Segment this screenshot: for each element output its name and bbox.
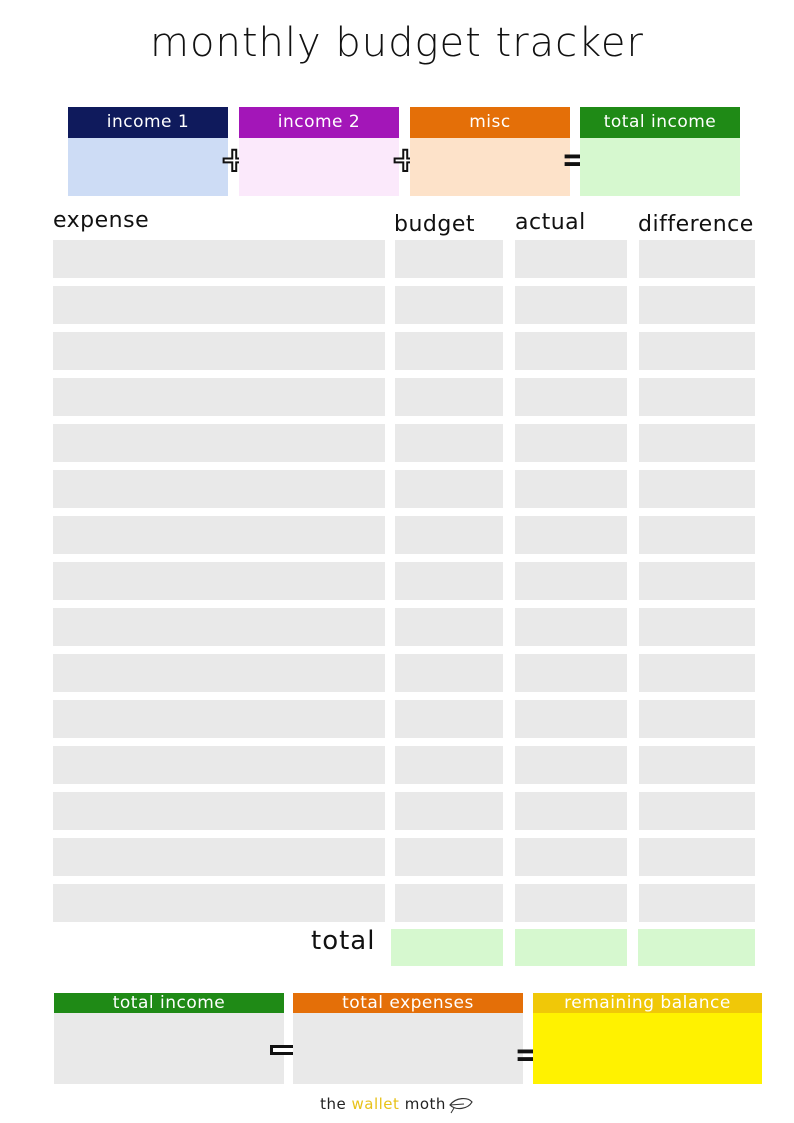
expense-field[interactable] bbox=[53, 700, 385, 738]
expense-field[interactable] bbox=[53, 562, 385, 600]
budget-field[interactable] bbox=[395, 746, 503, 784]
page-title: monthly budget tracker bbox=[150, 20, 644, 66]
expense-field[interactable] bbox=[53, 654, 385, 692]
budget-field[interactable] bbox=[395, 286, 503, 324]
misc-field[interactable] bbox=[410, 138, 570, 196]
difference-field[interactable] bbox=[639, 608, 755, 646]
income-1-field[interactable] bbox=[68, 138, 228, 196]
difference-field[interactable] bbox=[639, 746, 755, 784]
actual-field[interactable] bbox=[515, 792, 627, 830]
income-2-field[interactable] bbox=[239, 138, 399, 196]
summary-total-income-box: total income bbox=[54, 993, 284, 1084]
budget-header: budget bbox=[394, 212, 475, 237]
summary-total-income-field[interactable] bbox=[54, 1013, 284, 1084]
income-2-box: income 2 bbox=[239, 107, 399, 196]
actual-header: actual bbox=[515, 210, 586, 235]
budget-field[interactable] bbox=[395, 884, 503, 922]
difference-field[interactable] bbox=[639, 378, 755, 416]
difference-field[interactable] bbox=[639, 286, 755, 324]
actual-field[interactable] bbox=[515, 240, 627, 278]
difference-field[interactable] bbox=[639, 700, 755, 738]
budget-field[interactable] bbox=[395, 240, 503, 278]
difference-field[interactable] bbox=[639, 240, 755, 278]
footer-the: the bbox=[320, 1095, 347, 1113]
budget-field[interactable] bbox=[395, 700, 503, 738]
difference-field[interactable] bbox=[639, 884, 755, 922]
expense-header: expense bbox=[53, 208, 150, 233]
expense-field[interactable] bbox=[53, 792, 385, 830]
income-1-label: income 1 bbox=[68, 107, 228, 138]
expense-field[interactable] bbox=[53, 470, 385, 508]
expense-field[interactable] bbox=[53, 424, 385, 462]
difference-field[interactable] bbox=[639, 562, 755, 600]
actual-field[interactable] bbox=[515, 378, 627, 416]
budget-field[interactable] bbox=[395, 424, 503, 462]
misc-box: misc bbox=[410, 107, 570, 196]
budget-field[interactable] bbox=[395, 792, 503, 830]
budget-field[interactable] bbox=[395, 608, 503, 646]
summary-remaining-balance-box: remaining balance bbox=[533, 993, 762, 1084]
budget-field[interactable] bbox=[395, 378, 503, 416]
total-label: total bbox=[311, 926, 376, 956]
footer-moth: moth bbox=[404, 1095, 446, 1113]
expense-field[interactable] bbox=[53, 378, 385, 416]
expense-field[interactable] bbox=[53, 746, 385, 784]
difference-field[interactable] bbox=[639, 654, 755, 692]
summary-remaining-balance-label: remaining balance bbox=[533, 993, 762, 1013]
difference-field[interactable] bbox=[639, 332, 755, 370]
budget-field[interactable] bbox=[395, 470, 503, 508]
difference-field[interactable] bbox=[639, 424, 755, 462]
budget-field[interactable] bbox=[395, 838, 503, 876]
actual-field[interactable] bbox=[515, 516, 627, 554]
expense-field[interactable] bbox=[53, 332, 385, 370]
expense-field[interactable] bbox=[53, 516, 385, 554]
summary-total-income-label: total income bbox=[54, 993, 284, 1013]
moth-leaf-icon bbox=[449, 1097, 473, 1113]
budget-field[interactable] bbox=[395, 654, 503, 692]
budget-field[interactable] bbox=[395, 562, 503, 600]
difference-field[interactable] bbox=[639, 516, 755, 554]
difference-field[interactable] bbox=[639, 470, 755, 508]
actual-field[interactable] bbox=[515, 838, 627, 876]
actual-field[interactable] bbox=[515, 424, 627, 462]
expense-field[interactable] bbox=[53, 884, 385, 922]
actual-field[interactable] bbox=[515, 470, 627, 508]
footer-wallet: wallet bbox=[351, 1095, 400, 1113]
misc-label: misc bbox=[410, 107, 570, 138]
total-income-box: total income bbox=[580, 107, 740, 196]
expense-field[interactable] bbox=[53, 838, 385, 876]
expense-field[interactable] bbox=[53, 286, 385, 324]
footer-logo: the wallet moth bbox=[0, 1095, 794, 1114]
income-2-label: income 2 bbox=[239, 107, 399, 138]
actual-field[interactable] bbox=[515, 332, 627, 370]
actual-field[interactable] bbox=[515, 746, 627, 784]
total-income-field[interactable] bbox=[580, 138, 740, 196]
difference-header: difference bbox=[638, 212, 754, 237]
actual-field[interactable] bbox=[515, 654, 627, 692]
difference-field[interactable] bbox=[639, 838, 755, 876]
actual-field[interactable] bbox=[515, 608, 627, 646]
actual-field[interactable] bbox=[515, 286, 627, 324]
actual-field[interactable] bbox=[515, 562, 627, 600]
difference-total-field[interactable] bbox=[638, 929, 755, 966]
budget-total-field[interactable] bbox=[391, 929, 503, 966]
difference-field[interactable] bbox=[639, 792, 755, 830]
total-income-label: total income bbox=[580, 107, 740, 138]
actual-field[interactable] bbox=[515, 700, 627, 738]
summary-total-expenses-field[interactable] bbox=[293, 1013, 523, 1084]
summary-total-expenses-box: total expenses bbox=[293, 993, 523, 1084]
income-1-box: income 1 bbox=[68, 107, 228, 196]
budget-field[interactable] bbox=[395, 516, 503, 554]
actual-field[interactable] bbox=[515, 884, 627, 922]
budget-field[interactable] bbox=[395, 332, 503, 370]
expense-field[interactable] bbox=[53, 240, 385, 278]
summary-remaining-balance-field[interactable] bbox=[533, 1013, 762, 1084]
expense-field[interactable] bbox=[53, 608, 385, 646]
summary-total-expenses-label: total expenses bbox=[293, 993, 523, 1013]
actual-total-field[interactable] bbox=[515, 929, 627, 966]
